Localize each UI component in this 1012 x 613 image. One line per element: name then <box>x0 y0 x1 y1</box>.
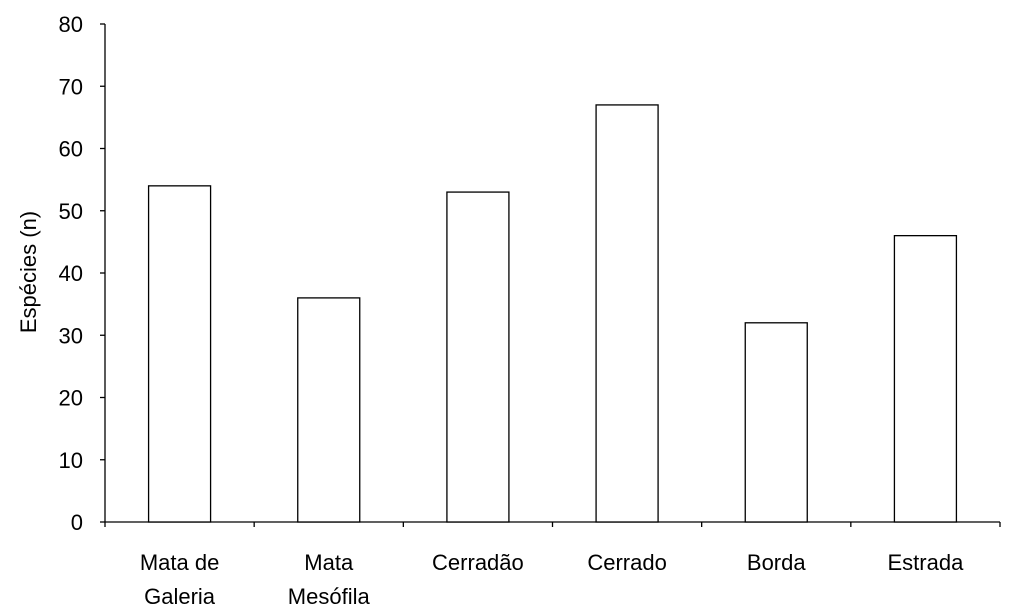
x-axis <box>104 521 1001 527</box>
y-axis-label: Espécies (n) <box>16 211 41 333</box>
y-tick-label: 0 <box>71 510 83 535</box>
bar <box>446 191 510 523</box>
x-tick-label: Mesófila <box>288 584 371 609</box>
x-tick-label: Cerrado <box>587 550 666 575</box>
y-axis: 0 10 20 30 40 50 60 70 80 <box>59 12 106 535</box>
y-tick-label: 10 <box>59 448 83 473</box>
x-tick-label: Mata <box>304 550 354 575</box>
x-tick-label: Galeria <box>144 584 216 609</box>
bar <box>297 297 361 523</box>
y-tick-label: 60 <box>59 137 83 162</box>
bar <box>147 185 212 523</box>
x-tick-label: Borda <box>747 550 806 575</box>
y-tick-label: 80 <box>59 12 83 37</box>
bars <box>147 104 958 523</box>
bar <box>744 322 808 523</box>
x-tick-label: Mata de <box>140 550 220 575</box>
y-tick-label: 40 <box>59 261 83 286</box>
y-tick-label: 30 <box>59 323 83 348</box>
y-tick-label: 20 <box>59 386 83 411</box>
x-tick-label: Estrada <box>888 550 965 575</box>
y-tick-label: 70 <box>59 74 83 99</box>
bar <box>595 104 659 523</box>
x-tick-label: Cerradão <box>432 550 524 575</box>
y-tick-label: 50 <box>59 199 83 224</box>
bar <box>893 234 958 523</box>
x-tick-labels: Mata de Galeria Mata Mesófila Cerradão Cerrad… <box>140 550 964 609</box>
